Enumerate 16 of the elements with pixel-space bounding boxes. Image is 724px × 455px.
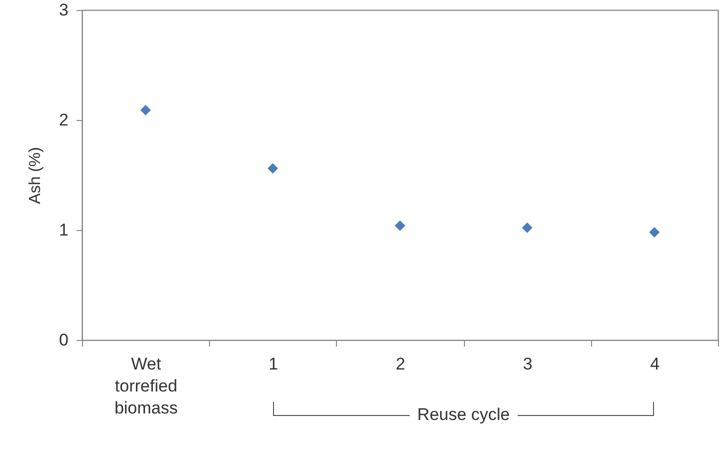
point [140, 104, 151, 116]
point [522, 222, 532, 234]
x-tick-label: 2 [396, 354, 406, 374]
point [649, 226, 660, 238]
y-tick-label: 2 [59, 110, 68, 130]
x-tick-label: 1 [268, 354, 278, 374]
x-tick-label: 4 [650, 354, 660, 374]
y-tick-label: 1 [59, 220, 68, 240]
point [268, 163, 278, 174]
x-tick-label: 3 [522, 354, 532, 374]
x-tick-label: Wet torrefied biomass [114, 354, 178, 418]
text: Reuse cycle [409, 405, 518, 425]
y-axis-title: Ash (%) [27, 147, 44, 204]
y-tick-label: 3 [59, 0, 68, 20]
point [394, 220, 406, 231]
y-tick-label: 0 [59, 330, 68, 350]
